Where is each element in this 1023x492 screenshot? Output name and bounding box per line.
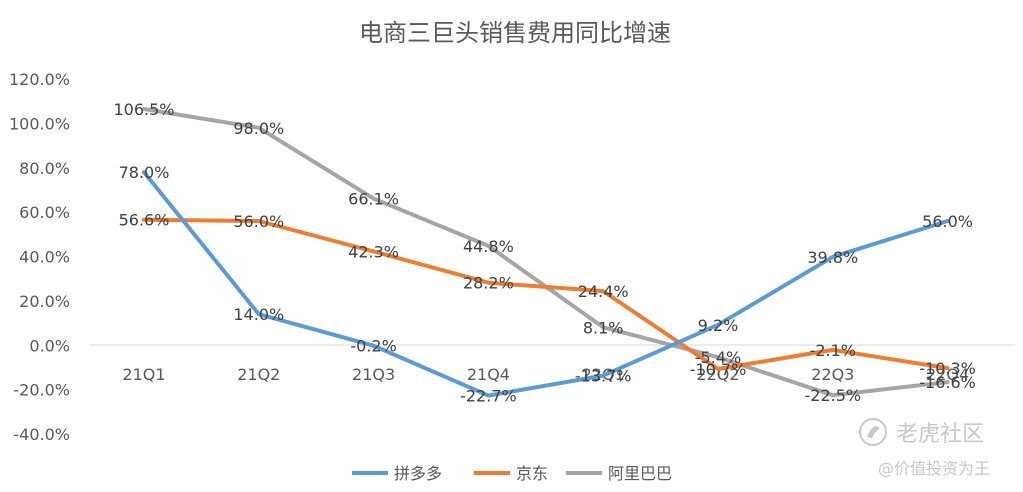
data-label: 98.0% [233, 119, 284, 138]
x-tick-label: 21Q4 [467, 365, 510, 384]
x-tick-label: 21Q2 [237, 365, 280, 384]
data-label: -22.7% [460, 387, 517, 406]
y-tick-label: 60.0% [19, 203, 70, 222]
legend: 拼多多 京东 阿里巴巴 [352, 464, 672, 483]
data-label: -10.3% [919, 359, 976, 378]
data-label: -16.6% [919, 373, 976, 392]
data-label: -13.7% [575, 367, 632, 386]
y-axis: 120.0% 100.0% 80.0% 60.0% 40.0% 20.0% 0.0% -20.… [9, 70, 70, 444]
y-tick-label: -20.0% [13, 381, 70, 400]
x-tick-label: 21Q1 [122, 365, 165, 384]
data-label: 56.0% [233, 212, 284, 231]
x-tick-label: 22Q3 [811, 365, 854, 384]
tiger-community-logo-icon [859, 418, 887, 446]
watermark-brand: 老虎社区 [896, 422, 984, 447]
y-tick-label: 100.0% [9, 114, 70, 133]
y-tick-label: 120.0% [9, 70, 70, 89]
data-label: 28.2% [463, 274, 514, 293]
x-tick-label: 21Q3 [352, 365, 395, 384]
y-tick-label: 0.0% [29, 336, 70, 355]
data-label: 44.8% [463, 237, 514, 256]
data-label: -10.7% [690, 360, 747, 379]
data-label: 14.0% [233, 305, 284, 324]
data-labels: 106.5% 98.0% 66.1% 44.8% 8.1% -5.4% -22.5% -16.… [113, 100, 975, 406]
x-tick-label: 22Q4 [926, 365, 969, 384]
series-line-1 [142, 170, 950, 398]
series-lines [142, 107, 950, 398]
y-tick-label: 20.0% [19, 292, 70, 311]
data-label: 9.2% [698, 316, 739, 335]
data-label: 106.5% [113, 100, 174, 119]
data-label: 56.0% [922, 212, 973, 231]
series-line-2 [142, 217, 950, 371]
legend-label: 京东 [516, 464, 548, 483]
data-label: -5.4% [695, 348, 741, 367]
x-tick-label: 22Q2 [696, 365, 739, 384]
legend-label: 拼多多 [394, 464, 442, 483]
data-label: -0.2% [350, 337, 396, 356]
legend-label: 阿里巴巴 [608, 464, 672, 483]
data-label: -2.1% [810, 341, 856, 360]
y-tick-label: -40.0% [13, 425, 70, 444]
data-label: 8.1% [583, 318, 624, 337]
data-label: 42.3% [348, 242, 399, 261]
chart-title: 电商三巨头销售费用同比增速 [359, 19, 671, 47]
y-tick-label: 40.0% [19, 248, 70, 267]
data-label: 39.8% [807, 248, 858, 267]
watermark: 老虎社区 @价值投资为王 [859, 418, 990, 478]
x-axis: 21Q1 21Q2 21Q3 21Q4 22Q1 22Q2 22Q3 22Q4 [122, 365, 969, 384]
data-label: 78.0% [119, 163, 170, 182]
data-label: 56.6% [119, 211, 170, 230]
y-tick-label: 80.0% [19, 159, 70, 178]
watermark-author: @价值投资为王 [878, 459, 990, 478]
data-label: -22.5% [804, 386, 861, 405]
data-label: 24.4% [578, 282, 629, 301]
data-label: 66.1% [348, 190, 399, 209]
